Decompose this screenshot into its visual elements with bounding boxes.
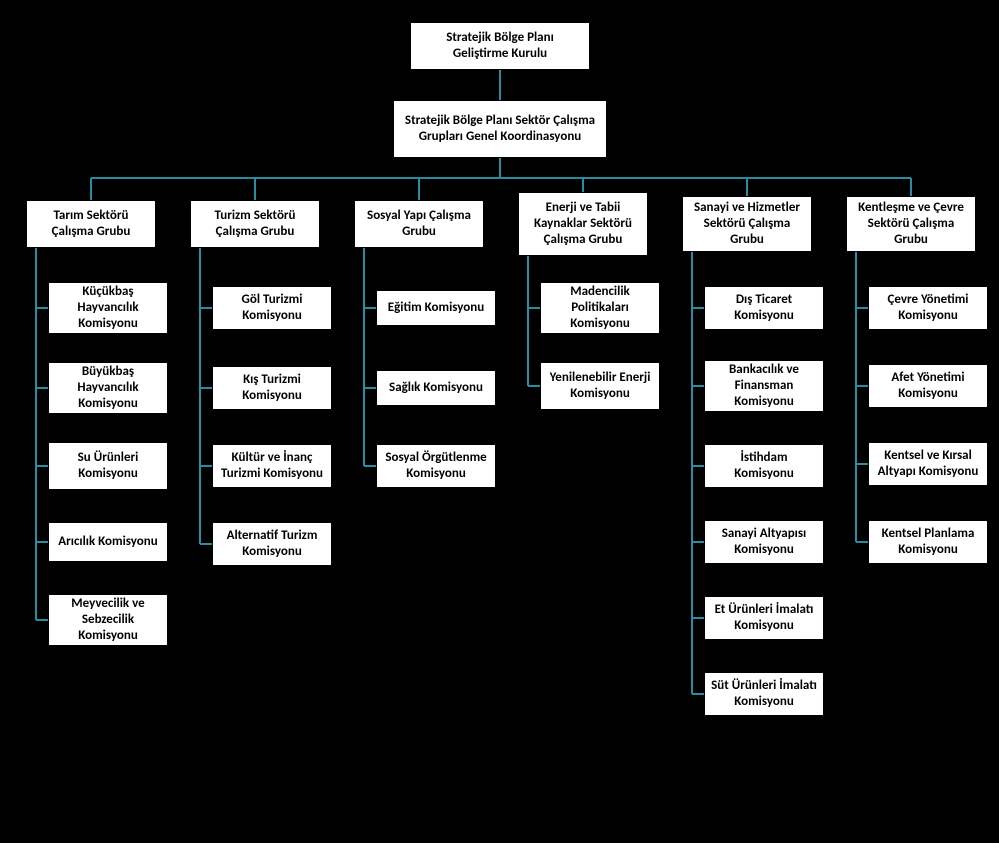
- org-node-c6d: Kentsel Planlama Komisyonu: [868, 520, 988, 564]
- org-node-g6: Kentleşme ve Çevre Sektörü Çalışma Grubu: [846, 196, 976, 252]
- org-node-c6c: Kentsel ve Kırsal Altyapı Komisyonu: [868, 442, 988, 486]
- org-node-c1b: Büyükbaş Hayvancılık Komisyonu: [48, 362, 168, 414]
- org-node-root: Stratejik Bölge Planı Geliştirme Kurulu: [410, 22, 590, 70]
- org-node-c4b: Yenilenebilir Enerji Komisyonu: [540, 362, 660, 410]
- org-node-c1a: Küçükbaş Hayvancılık Komisyonu: [48, 282, 168, 334]
- org-node-c4a: Madencilik Politikaları Komisyonu: [540, 282, 660, 334]
- org-node-c3b: Sağlık Komisyonu: [376, 370, 496, 406]
- org-node-c6a: Çevre Yönetimi Komisyonu: [868, 286, 988, 330]
- org-node-g3: Sosyal Yapı Çalışma Grubu: [354, 200, 484, 248]
- org-node-g4: Enerji ve Tabii Kaynaklar Sektörü Çalışm…: [518, 192, 648, 256]
- org-node-c1d: Arıcılık Komisyonu: [48, 522, 168, 562]
- org-node-coord: Stratejik Bölge Planı Sektör Çalışma Gru…: [393, 100, 607, 158]
- org-node-c3a: Eğitim Komisyonu: [376, 290, 496, 326]
- org-node-c5b: Bankacılık ve Finansman Komisyonu: [704, 360, 824, 412]
- org-node-c5a: Dış Ticaret Komisyonu: [704, 286, 824, 330]
- org-node-g5: Sanayi ve Hizmetler Sektörü Çalışma Grub…: [682, 196, 812, 252]
- org-node-g2: Turizm Sektörü Çalışma Grubu: [190, 200, 320, 248]
- org-node-c5c: İstihdam Komisyonu: [704, 444, 824, 488]
- org-node-c1e: Meyvecilik ve Sebzecilik Komisyonu: [48, 594, 168, 646]
- org-node-c5f: Süt Ürünleri İmalatı Komisyonu: [704, 672, 824, 716]
- org-node-c1c: Su Ürünleri Komisyonu: [48, 442, 168, 490]
- org-node-c2a: Göl Turizmi Komisyonu: [212, 286, 332, 330]
- org-node-c5e: Et Ürünleri İmalatı Komisyonu: [704, 596, 824, 640]
- org-node-c6b: Afet Yönetimi Komisyonu: [868, 364, 988, 408]
- org-node-c2d: Alternatif Turizm Komisyonu: [212, 522, 332, 566]
- org-node-g1: Tarım Sektörü Çalışma Grubu: [26, 200, 156, 248]
- org-node-c3c: Sosyal Örgütlenme Komisyonu: [376, 444, 496, 488]
- org-node-c2b: Kış Turizmi Komisyonu: [212, 366, 332, 410]
- org-node-c5d: Sanayi Altyapısı Komisyonu: [704, 520, 824, 564]
- org-node-c2c: Kültür ve İnanç Turizmi Komisyonu: [212, 444, 332, 488]
